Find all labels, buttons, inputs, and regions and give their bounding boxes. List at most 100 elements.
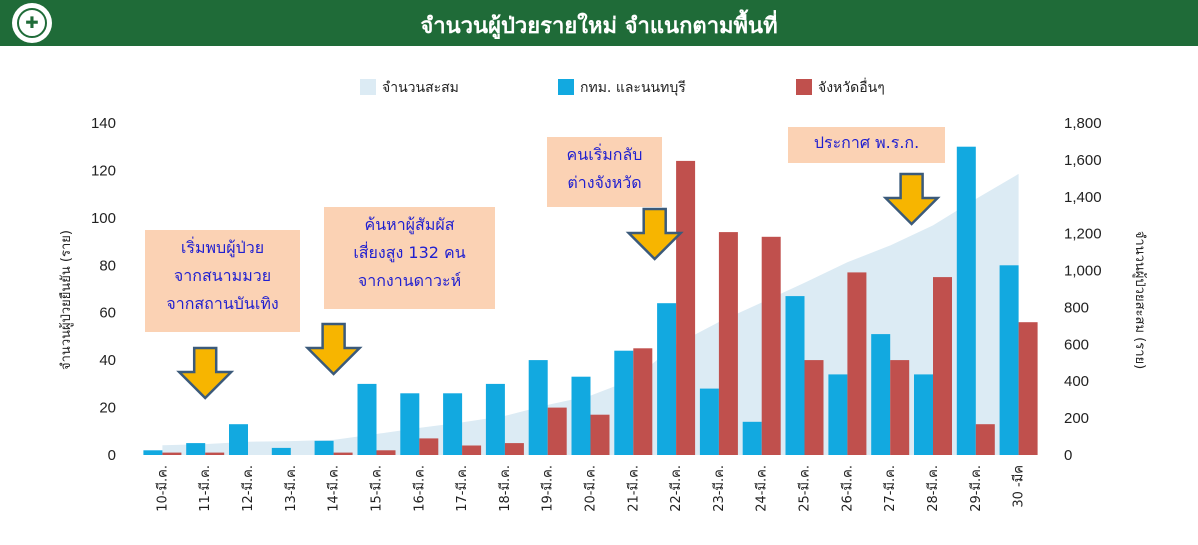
legend: จำนวนสะสม กทม. และนนทบุรี จังหวัดอื่นๆ	[360, 78, 885, 96]
bar-bkk-18	[914, 374, 933, 455]
y-tick-left: 40	[99, 352, 116, 369]
x-tick-label: 11-มี.ค.	[197, 465, 213, 512]
bar-other-14	[761, 236, 781, 455]
x-tick-label: 26-มี.ค.	[839, 465, 855, 512]
y-tick-left: 80	[99, 257, 116, 274]
x-tick-label: 18-มี.ค.	[497, 465, 513, 512]
y-tick-left: 20	[99, 400, 116, 417]
bar-other-12	[676, 160, 696, 455]
bars-layer	[143, 146, 1038, 455]
down-arrow-icon	[625, 207, 684, 261]
annotation-line: จากสนามมวย	[173, 266, 272, 285]
bar-bkk-8	[485, 383, 505, 455]
y-tick-right: 200	[1064, 410, 1089, 427]
y-tick-left: 100	[91, 210, 116, 227]
x-tick-label: 28-มี.ค.	[925, 465, 941, 512]
x-tick-label: 12-มี.ค.	[240, 465, 256, 512]
x-tick-label: 13-มี.ค.	[283, 465, 299, 512]
chart: 0 20 40 60 80 100 120 140 0 200 400 600 800 1,000 1,20…	[58, 78, 1147, 512]
ticks-layer: 0 20 40 60 80 100 120 140 0 200 400 600 800 1,000 1,20…	[91, 115, 1102, 512]
y-tick-left: 120	[91, 162, 116, 179]
bar-bkk-17	[871, 334, 891, 455]
annotation-line: ต่างจังหวัด	[567, 173, 642, 192]
legend-label-cumulative: จำนวนสะสม	[382, 80, 459, 96]
y-tick-right: 800	[1064, 299, 1089, 316]
bar-other-11	[633, 348, 653, 455]
bar-other-4	[333, 452, 353, 455]
x-tick-label: 17-มี.ค.	[454, 465, 470, 512]
bar-other-6	[419, 438, 439, 455]
y-tick-left: 0	[108, 447, 116, 464]
y-tick-right: 1,400	[1064, 189, 1102, 206]
y-tick-right: 0	[1064, 447, 1072, 464]
caduceus-icon: ✚	[25, 13, 39, 32]
x-tick-label: 27-มี.ค.	[882, 465, 898, 512]
bar-other-20	[1018, 322, 1038, 455]
x-tick-label: 20-มี.ค.	[583, 465, 599, 512]
y-tick-right: 600	[1064, 336, 1089, 353]
y-tick-right: 1,200	[1064, 226, 1102, 243]
x-tick-label: 19-มี.ค.	[540, 465, 556, 512]
bar-bkk-16	[828, 374, 848, 455]
bar-other-16	[847, 272, 867, 455]
bar-other-9	[547, 407, 567, 455]
annotation-box-boxing-stadium: เริ่มพบผู้ป่วย จากสนามมวย จากสถานบันเทิง	[145, 230, 300, 332]
legend-swatch-bkk	[558, 79, 574, 95]
legend-label-bkk: กทม. และนนทบุรี	[580, 80, 686, 96]
bar-bkk-19	[956, 146, 976, 455]
annotation-box-contact-tracing: ค้นหาผู้สัมผัส เสี่ยงสูง 132 คน จากงานดา…	[324, 207, 495, 309]
title-bar: ✚ จำนวนผู้ป่วยรายใหม่ จำแนกตามพื้นที่	[0, 0, 1198, 46]
seal-ring-icon: ✚	[17, 8, 47, 38]
annotation-line: จากงานดาวะห์	[357, 271, 462, 290]
y-tick-right: 400	[1064, 373, 1089, 390]
annotation-line: คนเริ่มกลับ	[566, 145, 643, 164]
bar-other-1	[205, 452, 225, 455]
x-tick-label: 15-มี.ค.	[369, 465, 385, 512]
bar-bkk-7	[443, 393, 463, 455]
y-tick-left: 140	[91, 115, 116, 132]
bar-other-18	[933, 277, 952, 455]
bar-other-5	[376, 450, 396, 455]
annotation-line: เสี่ยงสูง 132 คน	[353, 243, 466, 262]
y-axis-title-left: จำนวนผู้ป่วยยืนยัน (ราย)	[58, 230, 74, 370]
bar-other-7	[462, 445, 482, 455]
x-tick-label: 23-มี.ค.	[711, 465, 727, 512]
y-tick-right: 1,600	[1064, 152, 1102, 169]
bar-bkk-9	[528, 360, 548, 455]
annotation-line: ค้นหาผู้สัมผัส	[364, 215, 455, 234]
bar-bkk-12	[657, 303, 677, 455]
x-tick-label: 24-มี.ค.	[754, 465, 770, 512]
bar-bkk-20	[999, 265, 1019, 455]
page-title: จำนวนผู้ป่วยรายใหม่ จำแนกตามพื้นที่	[420, 14, 778, 39]
x-tick-label: 30 -มีค	[1011, 465, 1027, 508]
x-tick-label: 21-มี.ค.	[625, 465, 641, 512]
x-tick-label: 22-มี.ค.	[668, 465, 684, 512]
bar-other-17	[890, 360, 910, 455]
arrows-layer	[176, 172, 941, 400]
bar-bkk-1	[186, 443, 206, 455]
bar-other-0	[162, 452, 182, 455]
bar-bkk-10	[571, 376, 591, 455]
bar-bkk-6	[400, 393, 420, 455]
y-tick-right: 1,000	[1064, 263, 1102, 280]
bar-other-19	[975, 424, 995, 455]
x-tick-label: 25-มี.ค.	[797, 465, 813, 512]
y-tick-left: 60	[99, 305, 116, 322]
y-tick-right: 1,800	[1064, 115, 1102, 132]
annotation-line: ประกาศ พ.ร.ก.	[813, 133, 920, 152]
legend-swatch-other	[796, 79, 812, 95]
x-tick-label: 16-มี.ค.	[411, 465, 427, 512]
ministry-seal-logo: ✚	[12, 3, 52, 43]
bar-bkk-14	[742, 421, 762, 455]
legend-label-other: จังหวัดอื่นๆ	[818, 78, 885, 96]
bar-bkk-15	[785, 296, 805, 455]
down-arrow-icon	[304, 322, 363, 376]
bar-other-8	[504, 443, 524, 455]
x-tick-label: 14-มี.ค.	[326, 465, 342, 512]
down-arrow-icon	[882, 172, 941, 226]
bar-other-15	[804, 360, 824, 455]
bar-bkk-11	[614, 350, 634, 455]
bar-bkk-2	[229, 424, 248, 455]
y-axis-title-right: จำนวนผู้ป่วยสะสม (ราย)	[1132, 231, 1147, 369]
bar-bkk-5	[357, 383, 377, 455]
